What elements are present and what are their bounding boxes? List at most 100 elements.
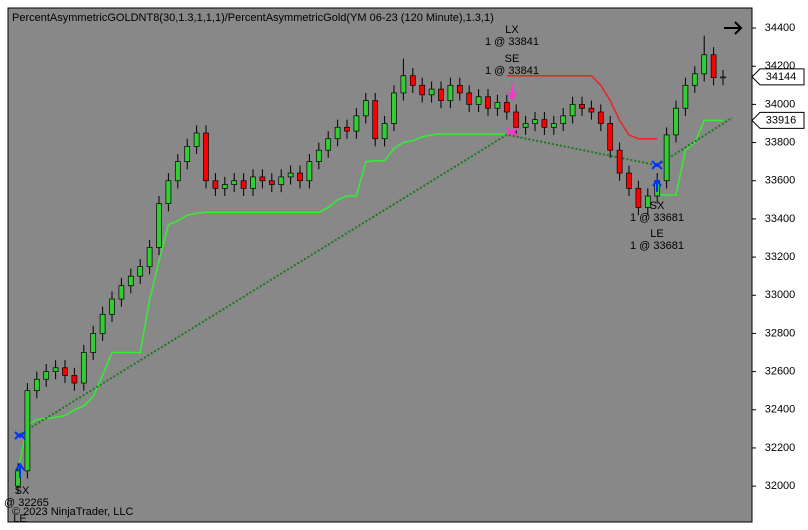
candle-body — [203, 132, 209, 182]
candle-body — [456, 84, 463, 94]
candle-body — [344, 126, 350, 132]
candle-body — [541, 119, 548, 128]
candle-body — [720, 76, 726, 79]
candle-body — [15, 470, 21, 487]
candle-body — [673, 107, 679, 136]
price-marker-label: 33916 — [766, 114, 797, 126]
exit-marker — [14, 431, 26, 440]
candle-body — [212, 180, 219, 189]
candle-body — [588, 107, 595, 113]
candle-body — [522, 123, 529, 128]
candle-body — [221, 184, 228, 189]
candle-body — [691, 73, 698, 86]
annotation-label: SX — [15, 485, 30, 497]
y-tick-label: 33600 — [765, 175, 796, 187]
short-stop — [506, 75, 658, 140]
candle-body — [466, 92, 473, 105]
candle-body — [268, 180, 275, 185]
candle-body — [485, 96, 491, 109]
candle-body — [297, 172, 303, 182]
annotation-detail: 1 @ 33681 — [630, 240, 684, 252]
y-tick-label: 32800 — [765, 327, 796, 339]
price-marker-label: 34144 — [766, 71, 797, 83]
y-tick-label: 34400 — [765, 22, 796, 34]
annotation-label: LE — [650, 228, 663, 240]
candle-body — [184, 146, 191, 162]
candle-body — [146, 247, 153, 267]
y-tick-label: 32200 — [765, 442, 796, 454]
long-entry-arrow — [652, 178, 662, 192]
candle-body — [33, 378, 40, 392]
candle-body — [597, 111, 604, 124]
candle-body — [43, 371, 50, 380]
price-marker — [751, 68, 805, 86]
candle-body — [710, 54, 717, 79]
candle-body — [494, 102, 501, 109]
long-entry-arrow — [15, 462, 25, 478]
scroll-arrow[interactable] — [724, 21, 743, 35]
candle-body — [550, 123, 557, 128]
candle-body — [644, 195, 651, 208]
candle-body — [193, 132, 200, 147]
candle-body — [62, 367, 68, 376]
candle-body — [579, 104, 585, 109]
annotation-detail: 1 @ 33841 — [485, 65, 539, 77]
candle-body — [306, 161, 313, 182]
candle-body — [616, 149, 623, 174]
candle-body — [682, 84, 689, 109]
candle-body — [278, 176, 285, 185]
annotation-label: SE — [505, 53, 520, 65]
candle-body — [315, 149, 322, 162]
candle-body — [381, 123, 388, 140]
candle-body — [663, 134, 670, 182]
candle-body — [80, 352, 87, 384]
candle-body — [419, 84, 426, 96]
candle-body — [71, 375, 78, 384]
y-tick-label: 32000 — [765, 480, 796, 492]
candle-body — [372, 100, 379, 140]
y-tick-label: 33400 — [765, 213, 796, 225]
candle-body — [438, 88, 444, 101]
candle-body — [174, 161, 181, 182]
candle-body — [635, 188, 642, 208]
short-entry-arrow — [507, 84, 517, 102]
y-tick-label: 34000 — [765, 98, 796, 110]
candle-body — [250, 176, 256, 189]
candle-body — [52, 367, 59, 372]
candle-body — [325, 138, 332, 151]
y-tick-label: 33000 — [765, 289, 796, 301]
candle-body — [259, 176, 266, 182]
candle-body — [90, 333, 97, 353]
candle-body — [165, 180, 172, 204]
long-stop — [17, 119, 723, 471]
candle-body — [24, 390, 31, 472]
annotation-label: LE — [13, 513, 26, 525]
candle-body — [626, 172, 632, 189]
candle-body — [560, 115, 567, 124]
candle-body — [362, 100, 369, 117]
y-tick-label: 33200 — [765, 251, 796, 263]
annotation-detail: @ 32265 — [4, 497, 49, 509]
candle-body — [475, 96, 482, 105]
chart-title: PercentAsymmetricGOLDNT8(30,1.3,1,1,1)/P… — [12, 12, 494, 24]
candle-body — [513, 111, 520, 128]
candle-body — [118, 285, 125, 300]
candle-body — [447, 84, 454, 101]
candle-body — [137, 266, 144, 277]
y-tick-label: 33800 — [765, 136, 796, 148]
candle-body — [400, 75, 407, 94]
candle-body — [240, 180, 247, 189]
plot-area — [7, 7, 753, 523]
candle-body — [287, 172, 294, 178]
marks — [15, 35, 733, 494]
candle-body — [353, 115, 360, 132]
annotation-detail: 1 @ 33841 — [485, 36, 539, 48]
candle-body — [503, 102, 510, 113]
annotation-label: SX — [650, 200, 665, 212]
candle-body — [99, 313, 106, 334]
candle-body — [231, 180, 238, 185]
candle-body — [701, 54, 708, 75]
candle-body — [156, 203, 162, 248]
candle-body — [334, 126, 341, 140]
